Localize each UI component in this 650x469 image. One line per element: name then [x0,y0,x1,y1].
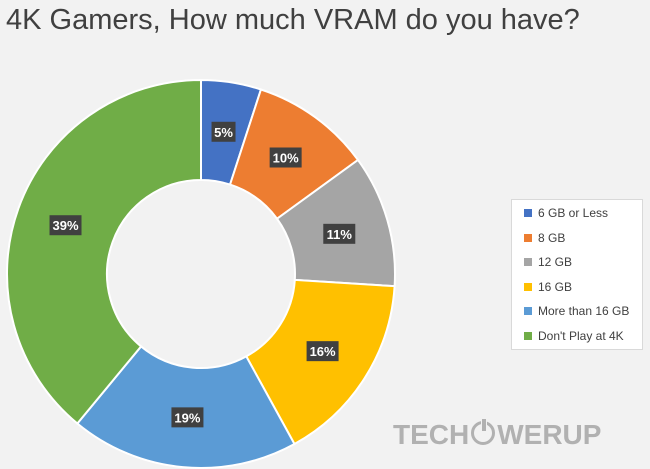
legend-swatch [524,331,532,340]
data-label-box [323,223,356,244]
legend-swatch [524,233,532,242]
data-label-text: 5% [214,125,233,140]
data-label-box [269,147,302,168]
chart-legend: 6 GB or Less 8 GB 12 GB 16 GB More than 16 G… [511,199,643,350]
legend-swatch [524,282,532,291]
legend-label: 16 GB [538,279,573,294]
data-label-box [211,121,236,142]
legend-swatch [524,307,532,315]
legend-label: More than 16 GB [538,304,630,318]
slice-16-gb [244,278,396,446]
legend-item-12-gb: 12 GB [524,255,572,269]
data-label-12-gb: 11% [323,223,356,244]
watermark-text-end: WERUP [497,419,602,450]
data-label-text: 19% [174,410,200,425]
data-label-more-than-16-gb: 19% [171,407,204,428]
data-label-text: 39% [52,218,78,233]
legend-label: 12 GB [538,255,573,269]
data-label-box [49,215,82,236]
power-icon [471,418,496,445]
data-label-16-gb: 16% [306,341,339,362]
legend-item-don-t-play-at-4k: Don't Play at 4K [524,329,624,343]
data-label-box [171,407,204,428]
legend-label: 6 GB or Less [538,206,609,220]
legend-item-more-than-16-gb: More than 16 GB [524,304,629,318]
legend-swatch [524,209,532,217]
slice-don-t-play-at-4k [6,78,202,425]
legend-swatch [524,258,532,266]
data-label-don-t-play-at-4k: 39% [49,215,82,236]
legend-item-6-gb-or-less: 6 GB or Less [524,206,608,220]
data-label-8-gb: 10% [269,147,302,168]
data-label-text: 10% [273,151,299,166]
watermark-text-start: TECH [393,419,470,450]
data-label-box [306,341,339,362]
legend-item-8-gb: 8 GB [524,231,565,245]
legend-label: 8 GB [538,230,566,245]
data-label-6-gb-or-less: 5% [211,121,236,142]
data-label-text: 11% [327,227,353,242]
slice-more-than-16-gb [75,345,296,469]
techpowerup-watermark: TECH WERUP [393,418,602,451]
data-label-text: 16% [310,344,336,359]
chart-title: 4K Gamers, How much VRAM do you have? [6,4,580,36]
legend-label: Don't Play at 4K [538,328,624,343]
legend-item-16-gb: 16 GB [524,280,572,294]
